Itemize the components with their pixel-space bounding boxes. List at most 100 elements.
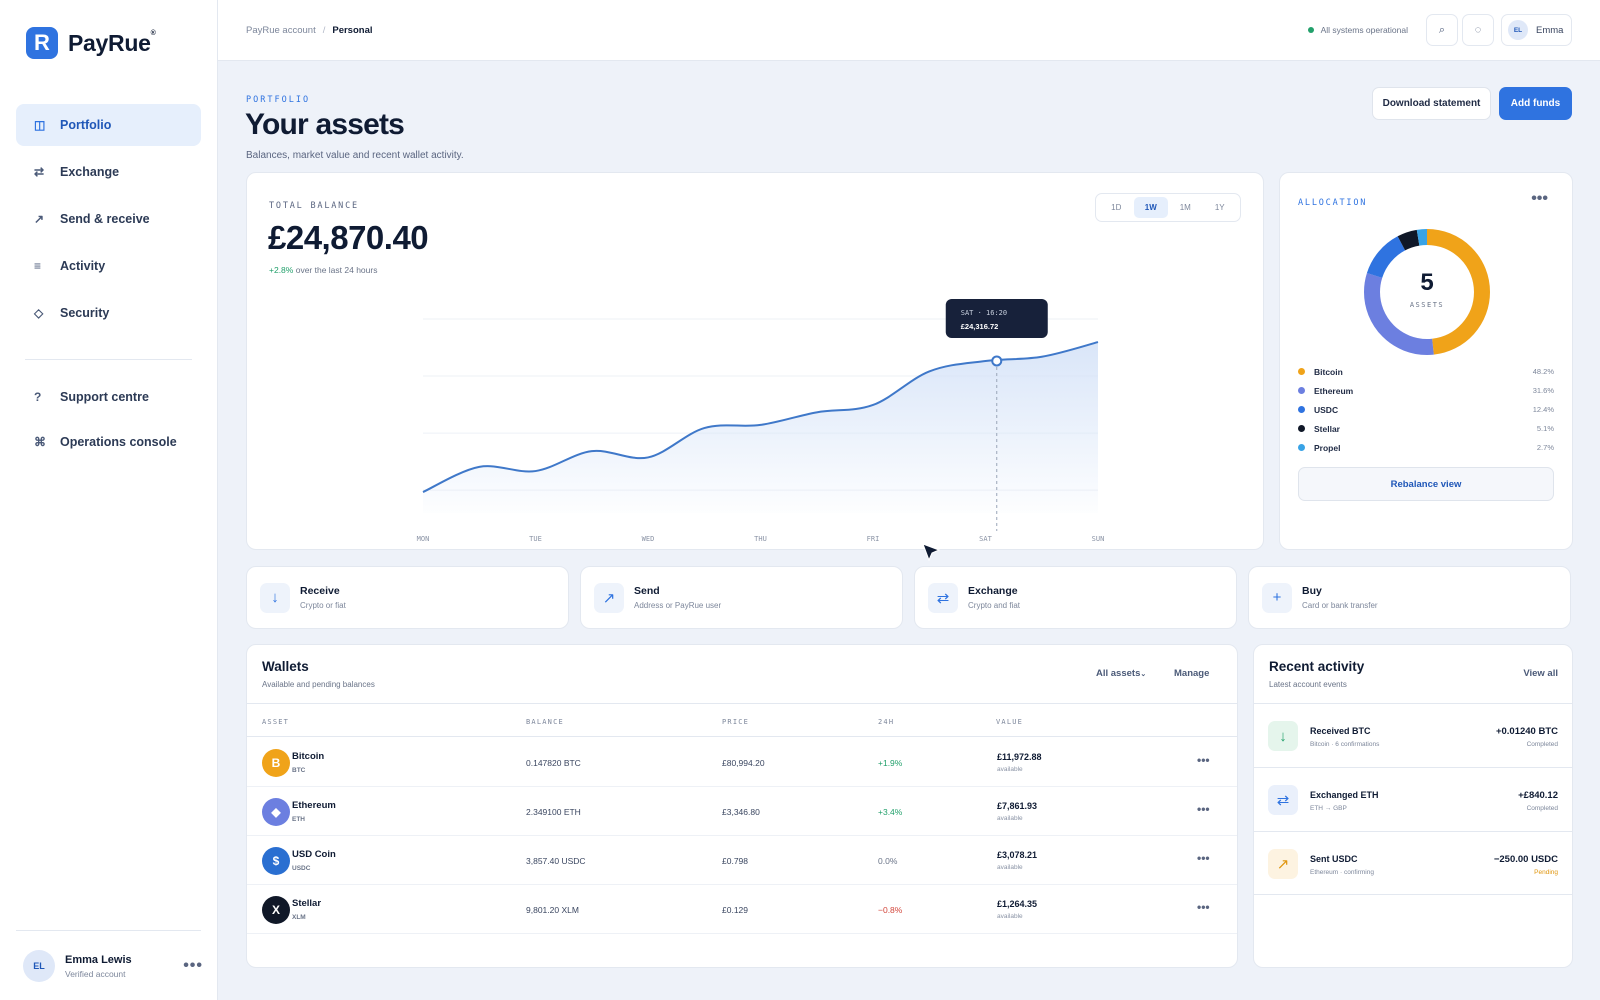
sidebar-item-exchange[interactable]: ⇄ Exchange (16, 151, 201, 193)
search-button[interactable]: ⌕ (1426, 14, 1458, 46)
sidebar-item-operations[interactable]: ⌘ Operations console (16, 421, 201, 463)
legend-pct: 48.2% (1532, 367, 1554, 376)
breadcrumb-root[interactable]: PayRue account (246, 25, 316, 36)
sidebar-item-security[interactable]: ◇ Security (16, 292, 201, 334)
activity-name: Sent USDC (1310, 854, 1358, 864)
activity-amount: +£840.12 (1518, 790, 1558, 801)
exchange-action[interactable]: ⇄ Exchange Crypto and fiat (914, 566, 1237, 629)
asset-balance: 0.147820 BTC (526, 758, 581, 768)
table-row[interactable]: X Stellar XLM 9,801.20 XLM £0.129 −0.8% … (247, 885, 1237, 934)
buy-action[interactable]: + Buy Card or bank transfer (1248, 566, 1571, 629)
allocation-label: ALLOCATION (1298, 198, 1368, 208)
asset-change: −0.8% (878, 905, 903, 915)
asset-name: Bitcoin (292, 751, 325, 762)
sidebar-item-activity[interactable]: ≡ Activity (16, 245, 201, 287)
legend-pct: 2.7% (1536, 443, 1554, 452)
row-menu-button[interactable]: ••• (1197, 900, 1210, 914)
status-dot-icon (1307, 27, 1314, 33)
legend-dot (1298, 406, 1305, 413)
mouse-cursor-icon (922, 543, 941, 562)
tooltip-value: £24,316.72 (961, 322, 999, 331)
asset-filter-dropdown[interactable]: All assets⌄ (1096, 668, 1146, 679)
range-1d[interactable]: 1D (1111, 203, 1122, 212)
table-row[interactable]: $ USD Coin USDC 3,857.40 USDC £0.798 0.0… (247, 836, 1237, 885)
x-tick-label: THU (754, 535, 767, 543)
sidebar-item-send-receive[interactable]: ↗ Send & receive (16, 198, 201, 240)
chart-tooltip (945, 298, 1048, 338)
activity-item[interactable]: ⇄ Exchanged ETH ETH → GBP +£840.12 Compl… (1254, 767, 1572, 831)
user-menu-button[interactable]: EL Emma (1501, 14, 1572, 46)
activity-item[interactable]: ↗ Sent USDC Ethereum · confirming −250.0… (1254, 831, 1572, 895)
activity-item[interactable]: ↓ Received BTC Bitcoin · 6 confirmations… (1254, 703, 1572, 767)
filter-label: All assets (1096, 668, 1141, 679)
exchange-icon: ⇄ (34, 165, 45, 179)
table-row[interactable]: ◆ Ethereum ETH 2.349100 ETH £3,346.80 +3… (247, 787, 1237, 836)
asset-count-label: ASSETS (1409, 301, 1445, 309)
legend-name: Stellar (1314, 423, 1340, 434)
col-value: VALUE (996, 718, 1024, 726)
table-row[interactable]: B Bitcoin BTC 0.147820 BTC £80,994.20 +1… (247, 738, 1237, 787)
asset-symbol: XLM (292, 914, 306, 921)
row-menu-button[interactable]: ••• (1197, 802, 1210, 816)
logo[interactable]: R PayRue® (26, 27, 156, 59)
legend-dot (1298, 387, 1305, 394)
user-info: Emma Lewis Verified account (65, 954, 183, 979)
sidebar: R PayRue® ◫ Portfolio ⇄ Exchange ↗ Send … (0, 0, 218, 1000)
sidebar-item-label: Exchange (60, 165, 120, 179)
asset-balance: 9,801.20 XLM (526, 905, 579, 915)
legend-item: Bitcoin 48.2% (1298, 362, 1554, 381)
breadcrumb: PayRue account / Personal (246, 25, 373, 36)
sidebar-item-label: Send & receive (60, 212, 150, 226)
asset-name: Ethereum (292, 800, 336, 811)
secondary-nav: ? Support centre ⌘ Operations console (16, 376, 201, 466)
action-title: Receive (300, 585, 340, 597)
activity-status: Completed (1526, 805, 1558, 812)
asset-name: USD Coin (292, 849, 336, 860)
legend-item: USDC 12.4% (1298, 400, 1554, 419)
legend-item: Ethereum 31.6% (1298, 381, 1554, 400)
add-funds-button[interactable]: Add funds (1499, 87, 1572, 120)
manage-wallets-button[interactable]: Manage (1174, 668, 1210, 679)
asset-change: 0.0% (878, 856, 898, 866)
breadcrumb-current: Personal (332, 25, 373, 36)
footer-divider (16, 930, 201, 931)
row-menu-button[interactable]: ••• (1197, 753, 1210, 767)
allocation-menu-button[interactable]: ••• (1531, 190, 1548, 207)
plus-icon: + (1262, 582, 1292, 613)
sidebar-item-portfolio[interactable]: ◫ Portfolio (16, 104, 201, 146)
theme-toggle-button[interactable]: ◌ (1462, 14, 1494, 46)
page-subtitle: Balances, market value and recent wallet… (246, 150, 464, 161)
send-action[interactable]: ↗ Send Address or PayRue user (580, 566, 903, 629)
asset-symbol: BTC (292, 767, 306, 774)
receive-action[interactable]: ↓ Receive Crypto or fiat (246, 566, 569, 629)
view-all-button[interactable]: View all (1523, 668, 1558, 679)
x-tick-label: SAT (979, 535, 992, 543)
asset-price: £0.798 (722, 856, 748, 866)
row-menu-button[interactable]: ••• (1197, 851, 1210, 865)
system-status: All systems operational (1307, 25, 1408, 35)
arrow-up-right-icon: ↗ (1268, 849, 1298, 879)
exchange-icon: ⇄ (928, 582, 958, 613)
balance-chart[interactable]: MON TUE WED THU FRI SAT SUN SAT · 16:20 £24,316.… (247, 173, 1265, 551)
range-1y[interactable]: 1Y (1214, 203, 1225, 212)
donut-segment (1364, 229, 1490, 355)
logo-mark: R (26, 27, 58, 59)
asset-value: £11,972.88 (997, 752, 1042, 762)
sidebar-item-support[interactable]: ? Support centre (16, 376, 201, 418)
activity-desc: Ethereum · confirming (1310, 869, 1374, 876)
download-statement-button[interactable]: Download statement (1372, 87, 1491, 120)
asset-name: Stellar (292, 898, 322, 909)
area-fill (423, 342, 1098, 513)
x-tick-label: FRI (867, 535, 880, 543)
asset-value-note: available (997, 913, 1023, 920)
rebalance-view-button[interactable]: Rebalance view (1298, 467, 1554, 501)
action-text: Buy Card or bank transfer (1302, 585, 1378, 610)
legend-item: Stellar 5.1% (1298, 419, 1554, 438)
range-1m[interactable]: 1M (1179, 203, 1191, 212)
x-tick-label: TUE (529, 535, 542, 543)
account-footer[interactable]: EL Emma Lewis Verified account ••• (23, 950, 203, 982)
range-1w[interactable]: 1W (1133, 197, 1168, 218)
account-menu-button[interactable]: ••• (183, 957, 203, 974)
allocation-donut (1364, 229, 1490, 355)
action-sub: Crypto and fiat (968, 601, 1021, 610)
